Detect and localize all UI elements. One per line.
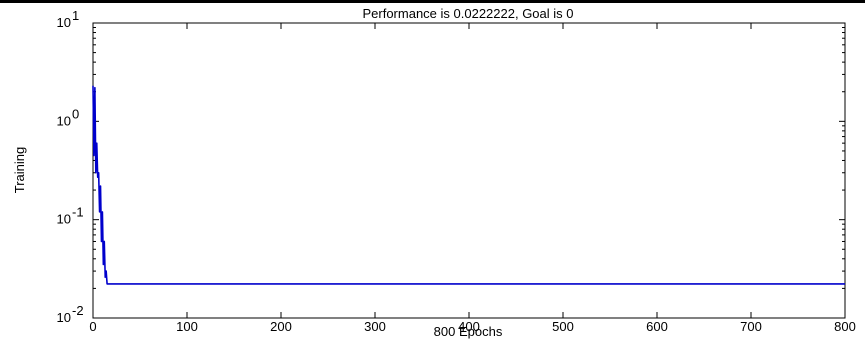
x-axis-ticks: 0 100 200 300 400 500 600 700 800: [89, 23, 856, 334]
y-tick-label: 10: [57, 212, 71, 227]
x-tick-label: 0: [89, 319, 96, 334]
y-tick-label: 10: [57, 113, 71, 128]
y-tick-exponent: 1: [72, 8, 79, 23]
plot-frame: [92, 22, 846, 319]
x-tick-label: 400: [458, 319, 480, 334]
x-tick-label: 600: [646, 319, 668, 334]
x-tick-label: 300: [364, 319, 386, 334]
series-line: [92, 85, 845, 285]
series-group: [92, 85, 845, 285]
x-axis-label: 800 Epochs: [434, 324, 503, 339]
top-rule: [0, 0, 865, 3]
y-tick-label: 10: [57, 310, 71, 325]
chart-title: Performance is 0.0222222, Goal is 0: [362, 6, 573, 21]
x-tick-label: 500: [552, 319, 574, 334]
y-tick-exponent: -2: [72, 303, 84, 318]
x-tick-label: 800: [834, 319, 856, 334]
y-tick-label: 10: [57, 15, 71, 30]
x-tick-label: 200: [270, 319, 292, 334]
y-tick-exponent: -1: [72, 205, 84, 220]
x-tick-label: 100: [176, 319, 198, 334]
y-tick-exponent: 0: [72, 106, 79, 121]
y-axis-label: Training: [12, 147, 27, 193]
x-tick-label: 700: [740, 319, 762, 334]
